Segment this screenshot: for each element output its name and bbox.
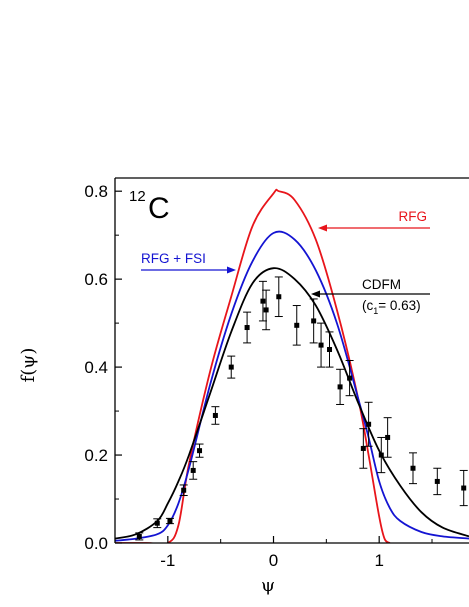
annotation-rfg-fsi-label: RFG + FSI [141, 251, 206, 266]
data-point [359, 428, 368, 469]
data-point [317, 322, 326, 368]
data-point [135, 532, 144, 541]
data-marker [318, 342, 324, 348]
data-marker [366, 421, 372, 427]
data-marker [276, 294, 282, 300]
data-point [227, 355, 236, 379]
x-tick-label: 0 [269, 551, 278, 570]
x-tick-label: 1 [374, 551, 383, 570]
annotation-cdfm-param: (c1= 0.63) [362, 298, 421, 316]
annotation-rfg-fsi: RFG + FSI [141, 251, 236, 274]
data-marker [337, 384, 343, 390]
data-point [459, 469, 468, 507]
curve-cdfm [115, 267, 469, 540]
arrow-head [318, 224, 327, 232]
data-marker [244, 325, 250, 331]
data-marker [228, 364, 234, 370]
data-marker [311, 318, 317, 324]
data-marker [410, 465, 416, 471]
data-marker [212, 412, 218, 418]
curve-rfg [115, 188, 391, 543]
data-marker [263, 307, 269, 313]
data-marker [154, 520, 160, 526]
data-point [153, 518, 162, 529]
annotation-rfg: RFG [318, 209, 430, 232]
arrow-head [311, 290, 320, 298]
data-marker [260, 298, 266, 304]
annotation-cdfm: CDFM (c1= 0.63) [311, 277, 430, 316]
annotation-cdfm-label: CDFM [362, 277, 401, 292]
y-tick-label: 0.0 [84, 534, 108, 553]
data-marker [385, 434, 391, 440]
x-tick-label: -1 [160, 551, 175, 570]
data-point [377, 436, 386, 474]
data-point [258, 280, 267, 322]
data-point [433, 467, 442, 496]
data-point [211, 406, 220, 425]
nucleus-element: C [148, 192, 170, 225]
data-point [325, 331, 334, 368]
data-marker [434, 478, 440, 484]
data-marker [347, 375, 353, 381]
data-point [243, 311, 252, 344]
nucleus-label: 12 C [129, 188, 170, 225]
data-point [189, 461, 198, 480]
data-marker [197, 448, 203, 454]
data-marker [167, 518, 173, 524]
data-marker [136, 533, 142, 539]
data-marker [461, 485, 467, 491]
data-point [345, 360, 354, 397]
data-marker [294, 322, 300, 328]
data-point [309, 298, 318, 344]
data-point [165, 517, 174, 525]
nucleus-mass-number: 12 [129, 188, 146, 205]
data-point [179, 484, 188, 497]
data-marker [378, 452, 384, 458]
annotation-rfg-label: RFG [399, 209, 428, 224]
data-point [274, 276, 283, 318]
y-tick-label: 0.2 [84, 446, 108, 465]
data-point [364, 401, 373, 447]
data-marker [181, 487, 187, 493]
data-point [292, 305, 301, 346]
y-axis-label: f(ψ) [18, 348, 39, 383]
y-tick-label: 0.8 [84, 182, 108, 201]
data-point [383, 417, 392, 458]
data-point [336, 368, 345, 405]
arrow-head [227, 266, 236, 274]
data-point [195, 443, 204, 458]
data-point [408, 452, 417, 485]
x-axis-label: ψ [261, 575, 275, 596]
y-tick-label: 0.4 [84, 358, 108, 377]
data-marker [360, 445, 366, 451]
y-tick-label: 0.6 [84, 270, 108, 289]
data-marker [190, 467, 196, 473]
data-point [262, 289, 271, 331]
data-marker [327, 347, 333, 353]
